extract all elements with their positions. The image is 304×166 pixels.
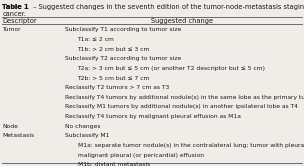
Text: M1b: distant metastasis: M1b: distant metastasis: [78, 162, 150, 166]
Text: Node: Node: [2, 124, 18, 129]
Text: T2b: > 5 cm but ≤ 7 cm: T2b: > 5 cm but ≤ 7 cm: [78, 76, 150, 81]
Text: Reclassify T4 tumors by additional nodule(s) in the same lobe as the primary tum: Reclassify T4 tumors by additional nodul…: [65, 95, 304, 100]
Text: Table 1: Table 1: [2, 4, 29, 10]
Text: Suggested change: Suggested change: [151, 18, 213, 24]
Text: T2a: > 3 cm but ≤ 5 cm (or another T2 descriptor but ≤ 5 cm): T2a: > 3 cm but ≤ 5 cm (or another T2 de…: [78, 66, 265, 71]
Text: Table 1 – Suggested changes in the seventh edition of the tumor-node-metastasis : Table 1 – Suggested changes in the seven…: [2, 4, 304, 10]
Text: No changes: No changes: [65, 124, 101, 129]
Text: – Suggested changes in the seventh edition of the tumor-node-metastasis staging : – Suggested changes in the seventh editi…: [31, 4, 304, 10]
Text: Subclassify T1 according to tumor size: Subclassify T1 according to tumor size: [65, 27, 181, 32]
Text: T1a: ≤ 2 cm: T1a: ≤ 2 cm: [78, 37, 114, 42]
Text: T1b: > 2 cm but ≤ 3 cm: T1b: > 2 cm but ≤ 3 cm: [78, 47, 150, 52]
Text: Descriptor: Descriptor: [2, 18, 37, 24]
Text: Subclassify T2 according to tumor size: Subclassify T2 according to tumor size: [65, 56, 181, 61]
Text: Reclassify T2 tumors > 7 cm as T3: Reclassify T2 tumors > 7 cm as T3: [65, 85, 170, 90]
Text: cancer.: cancer.: [2, 11, 26, 17]
Text: Table 1: Table 1: [2, 4, 29, 10]
Text: Subclassify M1: Subclassify M1: [65, 133, 110, 138]
Text: Reclassify T4 tumors by malignant pleural effusion as M1a: Reclassify T4 tumors by malignant pleura…: [65, 114, 241, 119]
Text: malignant pleural (or pericardial) effusion: malignant pleural (or pericardial) effus…: [78, 153, 203, 158]
Text: M1a: separate tumor nodule(s) in the contralateral lung; tumor with pleural nodu: M1a: separate tumor nodule(s) in the con…: [78, 143, 304, 148]
Text: Reclassify M1 tumors by additional nodule(s) in another ipsilateral lobe as T4: Reclassify M1 tumors by additional nodul…: [65, 104, 298, 109]
Text: Tumor: Tumor: [2, 27, 21, 32]
Text: Metastasis: Metastasis: [2, 133, 35, 138]
